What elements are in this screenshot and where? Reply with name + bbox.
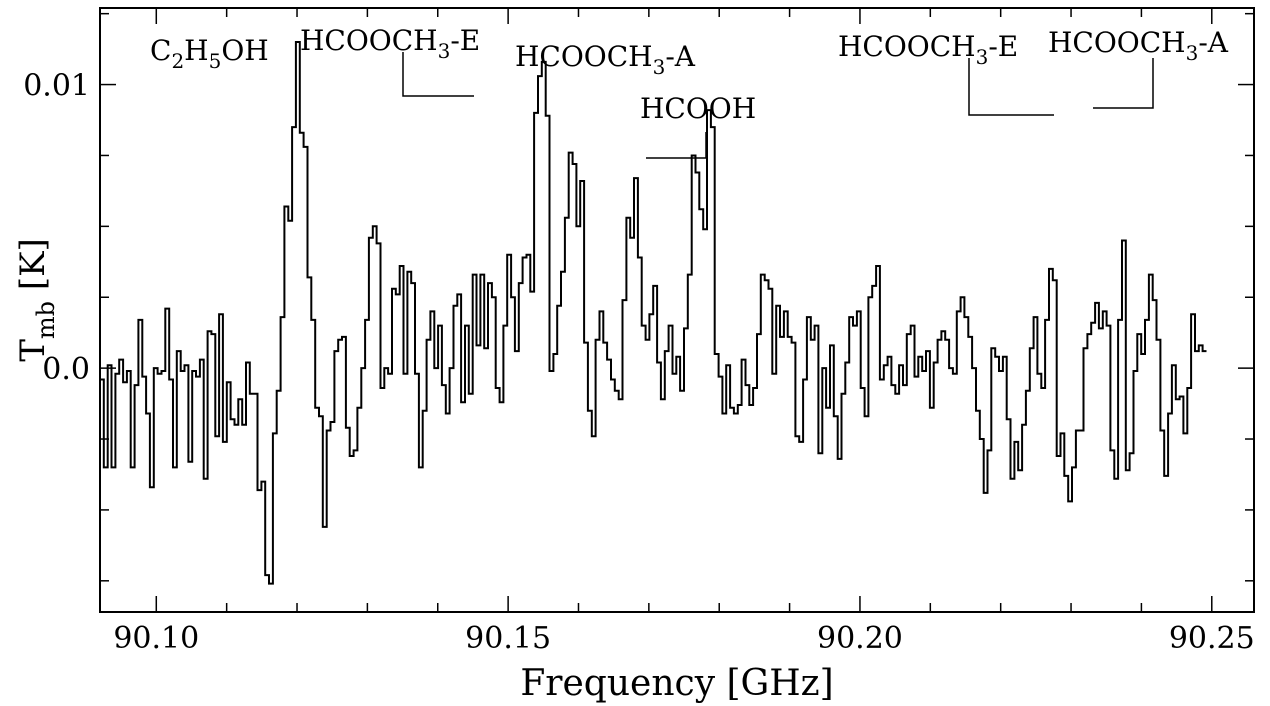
annotation-label: HCOOCH3-A: [515, 40, 696, 79]
y-axis-label: Tmb [K]: [13, 238, 60, 362]
annotation-label: HCOOCH3-E: [300, 24, 480, 63]
x-tick-label: 90.10: [113, 621, 199, 656]
annotation-connector: [646, 132, 707, 159]
spectrum-step-line: [100, 41, 1207, 585]
x-axis-label: Frequency [GHz]: [520, 663, 833, 704]
y-axis-ticks: 0.0 0.01: [23, 12, 1254, 582]
y-axis-label-sub: mb: [32, 301, 60, 339]
annotation-label: C2H5OH: [150, 34, 269, 73]
y-tick-label: 0.0: [42, 352, 90, 387]
x-tick-label: 90.20: [817, 621, 903, 656]
x-tick-label: 90.15: [465, 621, 551, 656]
x-axis-ticks: 90.10 90.15 90.20 90.25: [113, 8, 1255, 656]
plot-frame: [99, 7, 1255, 613]
annotation-label: HCOOCH3-A: [1048, 26, 1229, 65]
annotation-label: HCOOH: [640, 92, 756, 125]
x-tick-label: 90.25: [1169, 621, 1255, 656]
line-annotations: C2H5OH HCOOCH3-E HCOOCH3-A HCOOH HCOOCH3-E HC…: [150, 24, 1229, 159]
y-axis-label-unit: [K]: [13, 238, 53, 301]
annotation-connector: [968, 58, 1054, 116]
annotation-label: HCOOCH3-E: [838, 30, 1018, 69]
y-axis-label-main: T: [13, 339, 53, 362]
annotation-connector: [402, 52, 474, 97]
y-tick-label: 0.01: [23, 69, 90, 104]
annotation-connector: [1093, 58, 1154, 109]
